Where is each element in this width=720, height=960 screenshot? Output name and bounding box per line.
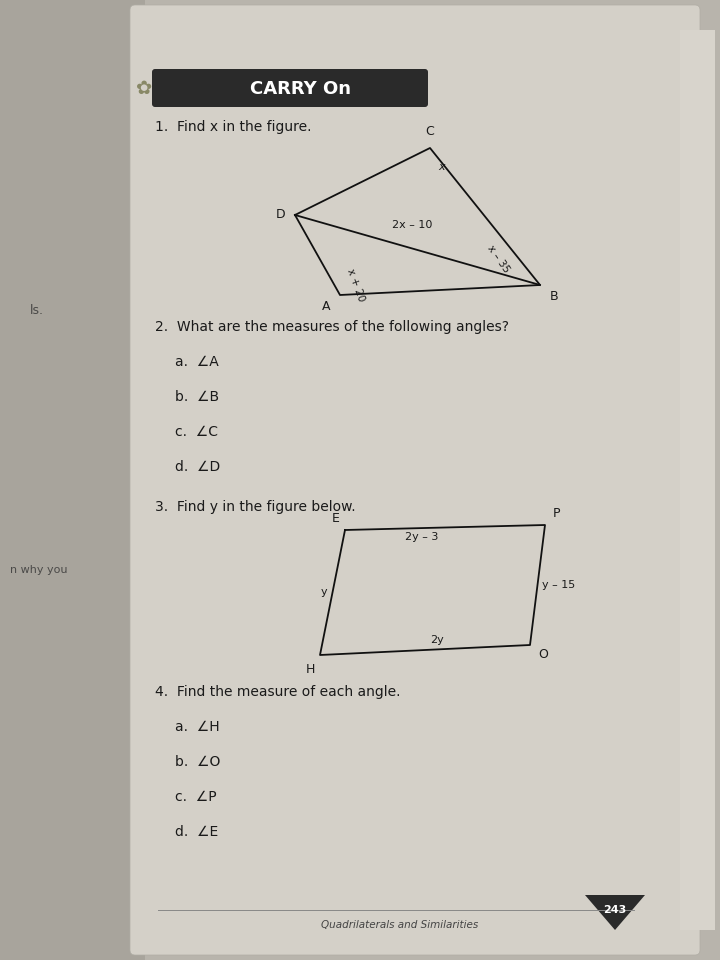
Text: P: P: [553, 507, 560, 520]
Text: A: A: [322, 300, 330, 313]
FancyBboxPatch shape: [152, 69, 428, 107]
Text: E: E: [332, 512, 340, 525]
Text: 243: 243: [603, 905, 626, 915]
Text: b.  ∠B: b. ∠B: [175, 390, 219, 404]
Text: 3.  Find y in the figure below.: 3. Find y in the figure below.: [155, 500, 356, 514]
Text: D: D: [275, 208, 285, 222]
Text: x: x: [438, 162, 445, 172]
Text: x – 35: x – 35: [485, 243, 511, 275]
Text: B: B: [550, 290, 559, 303]
FancyBboxPatch shape: [130, 5, 700, 955]
Text: b.  ∠O: b. ∠O: [175, 755, 220, 769]
Text: Quadrilaterals and Similarities: Quadrilaterals and Similarities: [321, 920, 479, 930]
Text: O: O: [538, 648, 548, 661]
Text: d.  ∠E: d. ∠E: [175, 825, 218, 839]
FancyBboxPatch shape: [0, 0, 145, 960]
Text: ✿: ✿: [135, 79, 152, 98]
Text: 2.  What are the measures of the following angles?: 2. What are the measures of the followin…: [155, 320, 509, 334]
Text: C: C: [426, 125, 434, 138]
Text: y: y: [320, 587, 327, 597]
Text: n why you: n why you: [10, 565, 68, 575]
Text: ls.: ls.: [30, 303, 44, 317]
Text: c.  ∠C: c. ∠C: [175, 425, 218, 439]
Text: d.  ∠D: d. ∠D: [175, 460, 220, 474]
Text: 1.  Find x in the figure.: 1. Find x in the figure.: [155, 120, 312, 134]
Text: y – 15: y – 15: [542, 580, 575, 590]
Text: a.  ∠H: a. ∠H: [175, 720, 220, 734]
Text: CARRY On: CARRY On: [250, 80, 351, 98]
Text: x + 20: x + 20: [345, 267, 366, 302]
Text: 2y – 3: 2y – 3: [405, 532, 438, 542]
FancyBboxPatch shape: [680, 30, 715, 930]
Text: H: H: [305, 663, 315, 676]
Text: 2x – 10: 2x – 10: [392, 220, 433, 230]
Polygon shape: [585, 895, 645, 930]
Text: 2y: 2y: [430, 635, 444, 645]
Text: a.  ∠A: a. ∠A: [175, 355, 219, 369]
Text: c.  ∠P: c. ∠P: [175, 790, 217, 804]
Text: 4.  Find the measure of each angle.: 4. Find the measure of each angle.: [155, 685, 400, 699]
